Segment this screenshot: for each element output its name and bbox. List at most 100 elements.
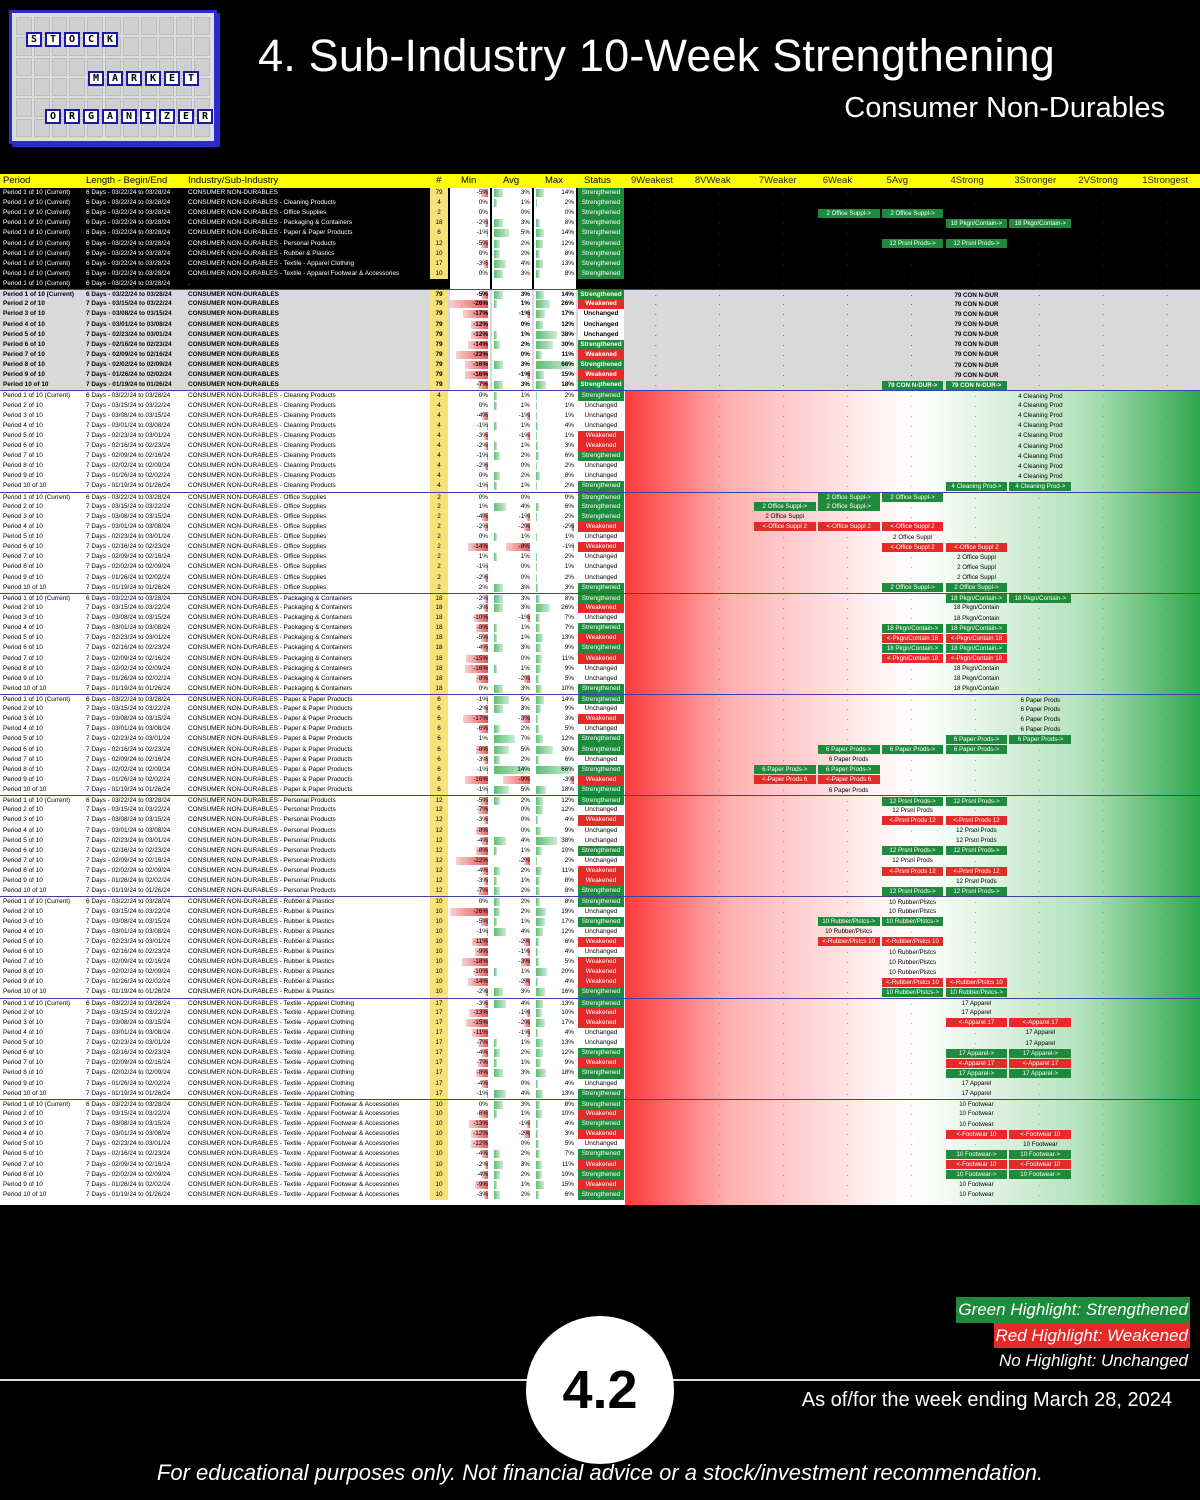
status-cell: Weakened	[578, 815, 624, 826]
level-dot: .	[1038, 918, 1041, 925]
level-dot: .	[846, 756, 849, 763]
level-dots: .........	[625, 330, 1200, 340]
min-cell: 0%	[450, 1099, 490, 1110]
avg-value: -2%	[518, 1018, 530, 1026]
avg-cell: 3%	[492, 1068, 532, 1079]
count-cell-text: 79	[435, 371, 443, 379]
level-dot: .	[718, 200, 721, 207]
count-cell: 17	[430, 1078, 448, 1089]
count-cell: 79	[430, 360, 448, 371]
industry-cell-text: CONSUMER NON-DURABLES - Textile - Appare…	[188, 1180, 400, 1188]
count-cell: 6	[430, 754, 448, 765]
count-cell: 4	[430, 471, 448, 482]
level-dot: .	[1038, 1181, 1041, 1188]
table-row: Period 4 of 10 7 Days - 03/01/24 to 03/08…	[0, 319, 1200, 330]
level-dot: .	[1038, 362, 1041, 369]
level-dot: .	[910, 190, 913, 196]
level-dot: .	[1102, 857, 1104, 864]
avg-bar	[494, 1100, 503, 1109]
period-cell: Period 10 of 10	[3, 1190, 83, 1200]
status-cell: Strengthened	[578, 360, 624, 371]
max-bar	[536, 1150, 540, 1159]
industry-cell: CONSUMER NON-DURABLES - Textile - Appare…	[188, 269, 428, 279]
level-dot: .	[974, 878, 977, 885]
max-value: 2%	[564, 856, 574, 864]
industry-cell: CONSUMER NON-DURABLES - Cleaning Product…	[188, 401, 428, 411]
max-cell: -1%	[534, 542, 576, 553]
period-cell: Period 3 of 10	[3, 613, 83, 623]
period-cell-text: Period 6 of 10	[3, 948, 43, 955]
level-dot: .	[655, 938, 657, 945]
period-cell-text: Period 10 of 10	[3, 988, 47, 996]
level-dot: .	[910, 787, 913, 794]
period-cell-text: Period 8 of 10	[3, 1170, 43, 1178]
level-dot: .	[1102, 393, 1104, 400]
level-dot: .	[782, 635, 785, 642]
industry-cell: CONSUMER NON-DURABLES - Personal Product…	[188, 836, 428, 846]
level-dot: .	[1102, 1151, 1104, 1158]
min-value: -10%	[473, 968, 488, 976]
level-dot: .	[718, 412, 721, 419]
avg-value: 2%	[520, 867, 530, 875]
logo-tile	[176, 17, 193, 36]
level-dot: .	[910, 250, 913, 257]
max-cell: 10%	[534, 845, 576, 856]
level-dot: .	[718, 382, 721, 389]
level-dot: .	[974, 787, 977, 794]
level-dot: .	[718, 837, 721, 844]
level-dot: .	[1102, 1050, 1104, 1057]
level-dots: .........	[625, 674, 1200, 684]
status-cell: Strengthened	[578, 1149, 624, 1160]
level-dot: .	[782, 584, 785, 591]
status-cell-text: Strengthened	[580, 340, 622, 348]
status-cell: Strengthened	[578, 268, 624, 280]
status-cell: Weakened	[578, 430, 624, 441]
level-dot: .	[910, 1141, 913, 1148]
min-bar	[480, 291, 488, 300]
status-cell-text: Strengthened	[580, 361, 622, 369]
header-length: Length - Begin/End	[86, 175, 168, 186]
level-dot: .	[974, 716, 977, 723]
count-cell-text: 2	[437, 573, 441, 581]
level-dot: .	[1166, 331, 1168, 338]
strength-marker: 79 CON N-DUR	[954, 341, 999, 349]
table-row: Period 7 of 10 7 Days - 02/09/24 to 02/16…	[0, 855, 1200, 867]
count-cell: 2	[430, 511, 448, 522]
table-row: Period 1 of 10 (Current) 6 Days - 03/22/2…	[0, 795, 1200, 807]
level-dot: .	[1166, 1070, 1168, 1077]
length-cell-text: 7 Days - 02/02/24 to 02/09/24	[86, 664, 171, 672]
count-cell: 4	[430, 391, 448, 402]
level-dot: .	[1102, 554, 1104, 561]
min-bar	[482, 1170, 488, 1179]
status-cell-text: Strengthened	[581, 624, 621, 632]
min-value: 0%	[478, 269, 488, 277]
min-value: -8%	[476, 846, 488, 854]
count-cell-text: 79	[435, 189, 443, 196]
level-dot: .	[1166, 372, 1168, 379]
level-dot: .	[718, 827, 721, 834]
avg-cell: 2%	[492, 1149, 532, 1160]
level-dot: .	[974, 857, 977, 864]
max-bar	[536, 948, 539, 956]
length-cell: 7 Days - 02/09/24 to 02/16/24	[86, 1058, 184, 1068]
level-dot: .	[1166, 726, 1168, 733]
length-cell: 7 Days - 02/16/24 to 02/23/24	[86, 745, 184, 755]
min-value: -4%	[476, 1049, 488, 1057]
count-cell: 10	[430, 906, 448, 917]
count-cell-text: 6	[437, 745, 441, 753]
level-dot: .	[1102, 787, 1104, 794]
min-cell: -12%	[450, 329, 490, 340]
length-cell: 7 Days - 01/19/24 to 01/26/24	[86, 1089, 184, 1099]
period-cell: Period 1 of 10 (Current)	[3, 1100, 83, 1110]
industry-cell-text: CONSUMER NON-DURABLES - Office Supplies	[188, 522, 327, 530]
level-dots: .........	[625, 856, 1200, 866]
level-dot: .	[655, 281, 657, 288]
level-dot: .	[1166, 908, 1168, 915]
count-cell-text: 6	[437, 775, 441, 783]
avg-bar	[494, 219, 503, 228]
level-dot: .	[655, 1000, 657, 1007]
level-dot: .	[655, 494, 657, 501]
level-dot: .	[782, 372, 785, 379]
avg-bar	[494, 1160, 503, 1169]
avg-bar	[494, 917, 497, 926]
